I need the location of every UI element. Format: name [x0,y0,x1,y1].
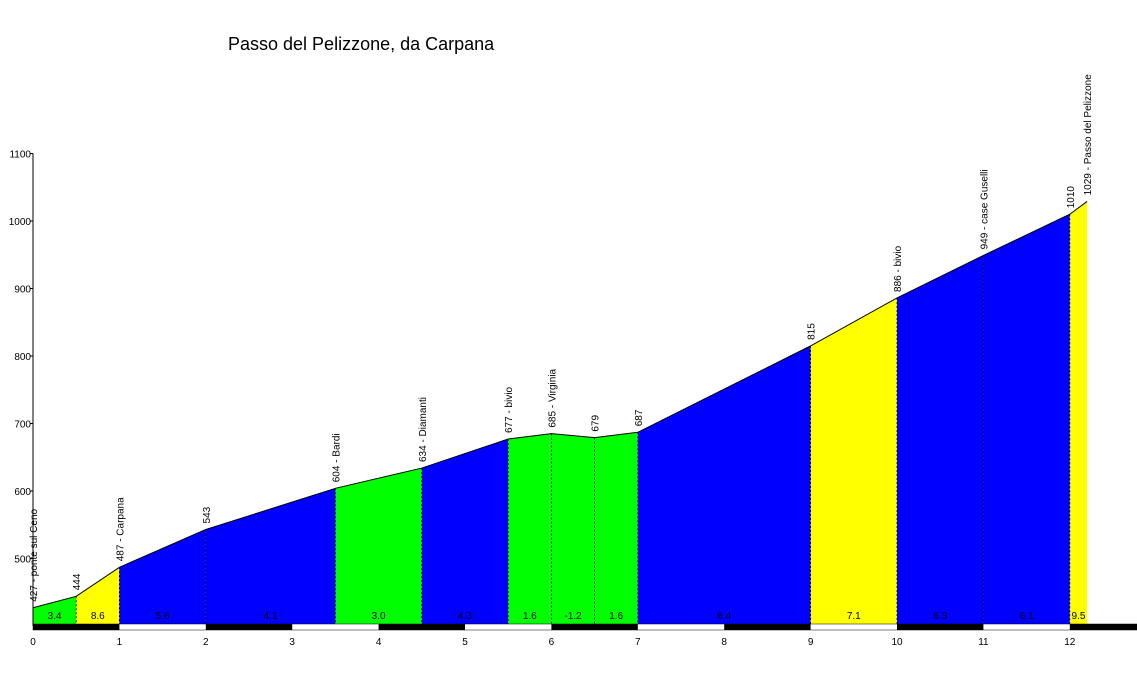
point-label-10: 815 [807,323,818,340]
point-label-6: 677 - bivio [504,386,515,433]
gradient-label-2: 5.6 [156,611,170,622]
point-labels: 427 - ponte sul Ceno 444 487 - Carpana 543 6… [29,74,1094,602]
y-tick-label-2: 700 [14,420,31,431]
gradient-label-7: -1.2 [564,611,582,622]
gradient-segments: 3.4 8.6 5.6 4.1 3.0 4.3 1.6 -1.2 1.6 6.4 7.1 6.3 6.1… [32,201,1088,627]
gradient-segment-8 [594,432,638,626]
y-tick-label-5: 1000 [9,217,32,228]
gradient-label-10: 7.1 [847,611,861,622]
gradient-segment-12 [983,214,1070,626]
x-tick-label-11: 11 [978,637,989,648]
x-tick-label-1: 1 [117,637,123,648]
gradient-label-8: 1.6 [609,611,623,622]
gradient-segment-5 [421,439,509,626]
y-tick-label-6: 1100 [9,150,31,161]
gradient-label-1: 8.6 [91,611,105,622]
x-tick-label-10: 10 [891,637,903,648]
point-label-0: 427 - ponte sul Ceno [29,508,40,601]
y-tick-label-3: 800 [14,352,31,363]
x-tick-label-7: 7 [635,637,641,648]
y-tick-label-1: 600 [14,487,31,498]
gradient-segment-9 [637,345,811,626]
gradient-segment-7 [551,433,595,626]
point-label-7: 685 - Virginia [547,368,558,427]
point-label-13: 1010 [1066,186,1077,209]
point-label-14: 1029 - Passo del Pelizzone [1083,74,1094,196]
gradient-label-0: 3.4 [48,611,62,622]
gradient-segment-1 [76,567,120,626]
scale-bar-block-10 [897,624,984,630]
chart-title: Passo del Pelizzone, da Carpana [228,34,495,54]
scale-bar-block-12 [1069,624,1137,630]
point-label-12: 949 - case Guselli [979,169,990,249]
gradient-label-13: 9.5 [1071,611,1085,622]
gradient-label-12: 6.1 [1020,611,1034,622]
gradient-segment-10 [810,297,897,626]
x-tick-label-9: 9 [808,637,814,648]
segment-dividers [75,214,1071,626]
gradient-segment-3 [205,488,336,626]
gradient-segment-0 [33,596,77,626]
x-tick-label-5: 5 [462,637,468,648]
x-tick-label-6: 6 [549,637,555,648]
gradient-label-11: 6.3 [933,611,947,622]
gradient-label-5: 4.3 [458,611,472,622]
x-tick-label-12: 12 [1064,637,1076,648]
gradient-label-4: 3.0 [372,611,386,622]
gradient-segment-11 [897,255,984,627]
point-label-11: 886 - bivio [893,245,904,292]
point-label-9: 687 [634,409,645,426]
y-tick-label-4: 900 [14,285,31,296]
x-tick-label-2: 2 [203,637,209,648]
point-label-1: 444 [72,573,83,590]
point-label-5: 634 - Diamanti [418,397,429,462]
gradient-segment-2 [119,529,206,626]
x-tick-label-3: 3 [289,637,295,648]
scale-bar-block-8 [724,624,811,630]
point-label-4: 604 - Bardi [331,433,342,482]
x-tick-label-0: 0 [30,637,36,648]
gradient-segment-4 [335,468,422,626]
km-scale-bar [32,623,1137,631]
scale-bar-block-6 [551,624,638,630]
y-tick-label-0: 500 [14,555,31,566]
scale-bar-block-4 [378,624,465,630]
point-label-8: 679 [591,415,602,432]
point-label-3: 543 [202,506,213,523]
gradient-label-9: 6.4 [717,611,731,622]
gradient-label-6: 1.6 [523,611,537,622]
scale-bar-block-2 [205,624,293,630]
gradient-segment-6 [508,433,552,626]
scale-bar-block-0 [33,624,120,630]
point-label-2: 487 - Carpana [115,497,126,561]
gradient-label-3: 4.1 [264,611,278,622]
gradient-segment-13 [1069,201,1088,627]
x-tick-label-4: 4 [376,637,382,648]
x-tick-label-8: 8 [721,637,727,648]
